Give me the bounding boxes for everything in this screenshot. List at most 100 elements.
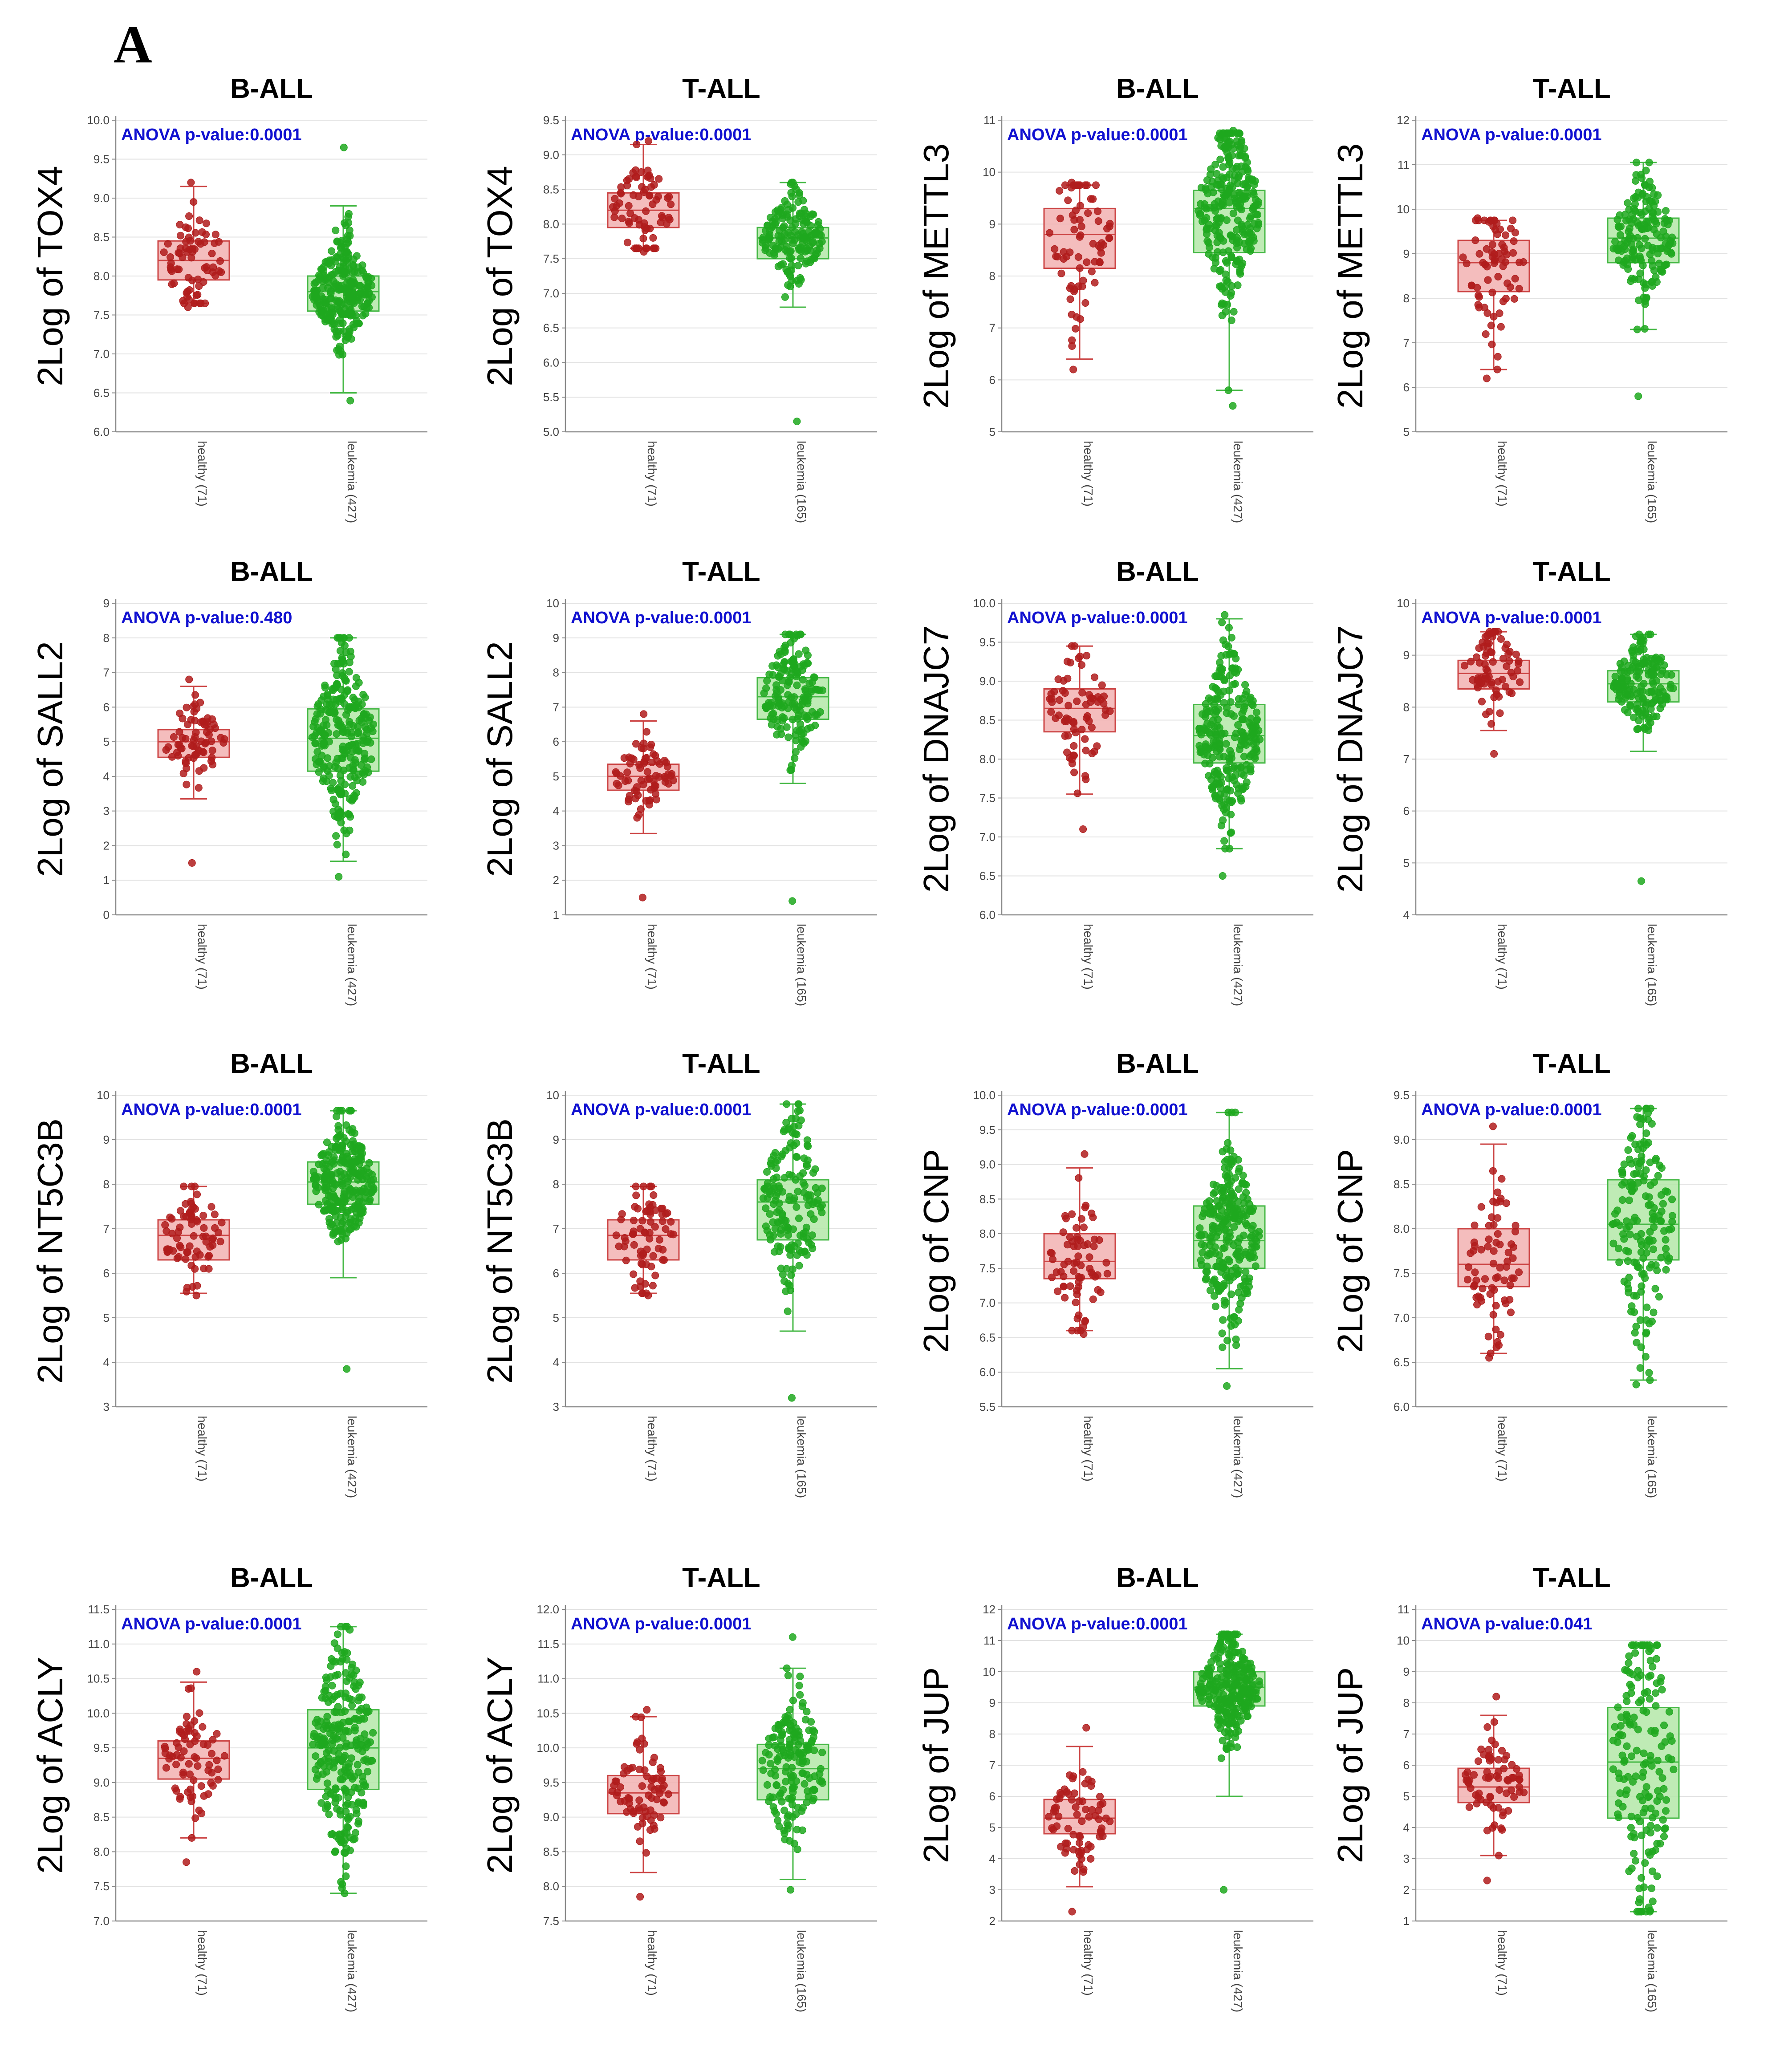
data-point [1242,783,1250,791]
data-point [350,283,358,291]
data-point [1105,234,1113,242]
data-point [1232,669,1240,677]
data-point [1628,1302,1636,1310]
data-point [1509,249,1517,257]
y-tick-label: 4 [103,770,110,783]
data-point [1494,353,1502,361]
data-point [345,668,353,676]
y-tick-label: 9.5 [93,153,110,166]
data-point [366,713,374,721]
healthy-group [1457,214,1530,382]
data-point [316,758,324,766]
data-point [1243,192,1251,200]
data-point [1196,1224,1204,1232]
y-tick-label: 9 [989,1696,996,1710]
data-point [342,727,350,735]
data-point [773,1781,781,1789]
data-point [1206,1286,1214,1294]
y-tick-label: 7.5 [979,1262,996,1275]
data-point [1221,142,1229,150]
data-point [1219,1245,1227,1253]
data-point [161,1221,169,1229]
data-point [1202,700,1210,708]
data-point [1078,283,1086,291]
data-point [1060,677,1068,685]
data-point [1224,1727,1232,1735]
y-tick-label: 5 [1403,425,1410,439]
data-point [1613,1206,1621,1214]
data-point [774,1189,782,1197]
data-point [1487,648,1495,656]
data-point [330,1192,338,1200]
data-point [1621,237,1629,245]
data-point [322,1673,330,1681]
healthy-group [157,1668,230,1866]
data-point [1508,1240,1516,1248]
data-point [1083,652,1091,660]
y-tick-label: 11 [983,114,996,127]
data-point [1208,754,1216,762]
data-point [1250,191,1258,199]
data-point [1642,280,1650,288]
data-point [1496,225,1504,233]
data-point [632,740,640,748]
data-point [785,1744,793,1752]
data-point [1459,253,1467,261]
data-point [1076,264,1084,272]
y-tick-label: 7.0 [979,830,996,844]
data-point [168,280,176,288]
data-point [185,212,193,220]
y-tick-label: 9.5 [543,1776,559,1789]
data-point [349,1137,357,1145]
data-point [1649,1245,1657,1253]
data-point [1618,1181,1626,1189]
data-point [1235,1167,1243,1175]
data-point [1219,1316,1227,1324]
data-point [1470,1239,1478,1247]
data-point [611,207,619,215]
data-point [1067,184,1075,192]
data-point [1246,240,1254,248]
data-point [1626,702,1634,710]
data-point [354,1761,362,1769]
data-point [657,1814,665,1822]
anova-pvalue: ANOVA p-value:0.0001 [121,1615,301,1633]
data-point [1624,199,1632,207]
y-tick-label: 7.5 [543,252,559,265]
x-category-label: healthy (71) [645,924,659,990]
data-point [342,850,350,858]
data-point [355,320,363,328]
data-point [1230,1313,1238,1321]
data-point [323,1138,331,1146]
data-point [788,1394,796,1402]
data-point [177,1243,185,1251]
data-point [1070,216,1078,224]
data-point [640,1740,648,1748]
data-point [785,1193,793,1201]
data-point [798,1759,806,1767]
data-point [345,330,353,338]
data-point [1209,188,1217,196]
data-point [781,197,789,205]
data-point [1197,1232,1205,1240]
y-tick-label: 8 [553,1178,559,1191]
data-point [792,1139,801,1147]
data-point [187,1684,195,1692]
y-tick-label: 8.5 [543,183,559,196]
data-point [345,718,354,726]
data-point [323,1779,331,1787]
data-point [1218,1283,1226,1291]
data-point [637,168,645,176]
data-point [336,1807,344,1815]
data-point [1072,729,1080,737]
data-point [774,1242,782,1250]
data-point [1241,735,1249,743]
x-category-label: healthy (71) [195,1416,209,1482]
y-tick-label: 10.0 [87,1706,110,1720]
data-point [348,1147,356,1155]
data-point [332,268,340,276]
data-point [1216,267,1224,275]
y-tick-label: 12 [983,1603,996,1616]
data-point [209,1241,217,1249]
